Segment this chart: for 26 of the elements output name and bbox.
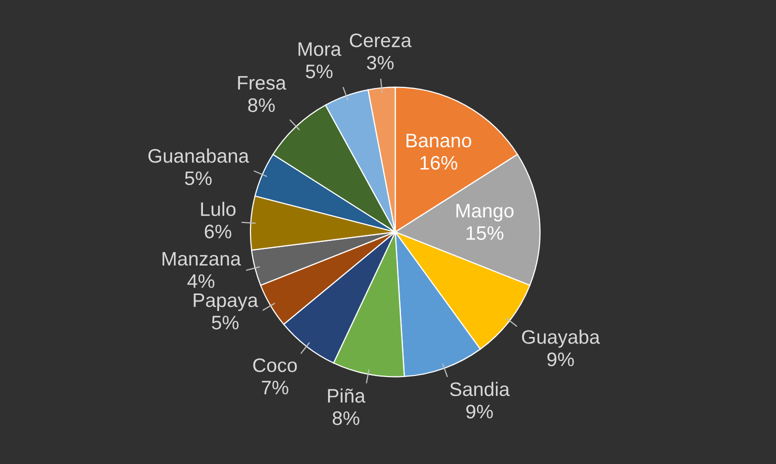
data-label: 4% xyxy=(187,274,214,288)
slice-label: Lulo xyxy=(201,202,236,216)
data-label: 8% xyxy=(332,411,360,426)
data-label: 3% xyxy=(366,56,394,70)
slice-label: Mora xyxy=(298,42,342,56)
slice-label: Papaya xyxy=(194,294,258,311)
slice-label: Fresa xyxy=(238,76,286,90)
slice-label: Manzana xyxy=(162,252,241,266)
data-label: 6% xyxy=(204,224,232,238)
slice-label: Banano xyxy=(406,134,472,148)
slice-label: Guayaba xyxy=(522,330,600,348)
data-label: 5% xyxy=(184,171,212,186)
data-label: 5% xyxy=(306,64,333,78)
data-label: 9% xyxy=(547,352,574,366)
data-label: 8% xyxy=(248,98,275,112)
slice-label: Cereza xyxy=(350,33,412,48)
slice-label: Guanabana xyxy=(148,148,250,163)
data-label: 15% xyxy=(466,226,504,240)
slice-label: Mango xyxy=(456,204,514,222)
data-label: 7% xyxy=(262,380,288,394)
slice-label: Sandia xyxy=(450,382,510,396)
slice-label: Piña xyxy=(328,388,366,403)
slice-label: Coco xyxy=(253,358,297,372)
data-label: 16% xyxy=(420,156,458,170)
data-label: 9% xyxy=(466,404,493,418)
data-label: 5% xyxy=(212,316,239,330)
